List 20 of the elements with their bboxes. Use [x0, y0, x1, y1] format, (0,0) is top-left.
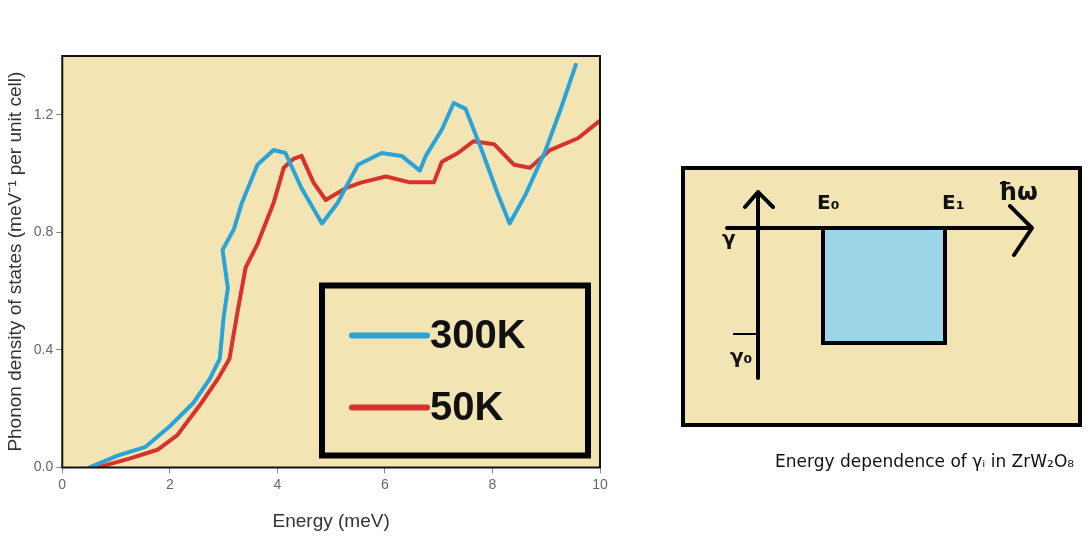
x-tick-label: 10 — [592, 475, 608, 492]
text: E₁ — [942, 190, 965, 214]
legend-label: 300K — [430, 312, 526, 357]
text: γ — [722, 226, 736, 250]
x-tick-label: 8 — [488, 475, 497, 492]
x-tick-label: 4 — [273, 475, 282, 492]
x-tick-label: 2 — [165, 475, 174, 492]
text: E₀ — [817, 190, 840, 214]
y-tick-label: 0.4 — [33, 340, 54, 357]
x-tick-label: 6 — [381, 475, 390, 492]
legend-label: 50K — [430, 384, 504, 429]
y-tick-label: 0.0 — [33, 458, 54, 475]
text: γ₀ — [730, 344, 753, 368]
x-axis-title: Energy (meV) — [272, 509, 390, 531]
text: Energy dependence of γᵢ in ZrW₂O₈ — [775, 451, 1075, 471]
y-axis-title: Phonon density of states (meV⁻¹ per unit cell) — [3, 71, 25, 452]
y-tick-label: 1.2 — [33, 105, 54, 122]
text: ħω — [998, 178, 1038, 206]
x-tick-label: 0 — [58, 475, 67, 492]
y-tick-label: 0.8 — [33, 223, 54, 240]
